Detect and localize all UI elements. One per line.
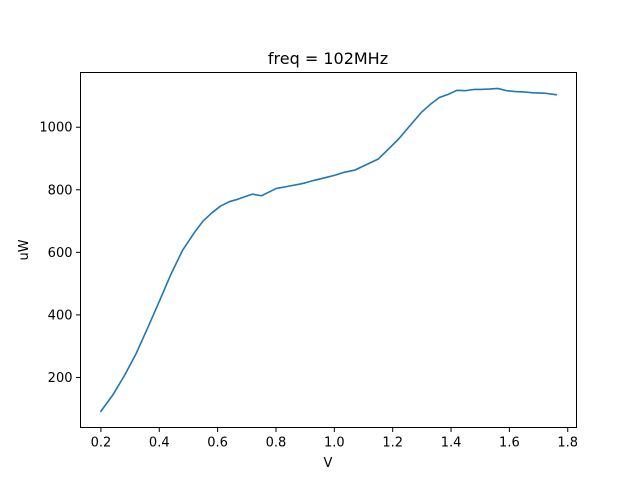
y-tick-label: 600 (48, 246, 73, 261)
x-tick-label: 0.4 (149, 436, 170, 451)
x-tick-label: 0.8 (266, 436, 287, 451)
y-tick-label: 200 (48, 371, 73, 386)
y-axis-label: uW (17, 239, 32, 260)
y-tick-label: 800 (48, 183, 73, 198)
chart-title: freq = 102MHz (268, 49, 388, 68)
x-tick-label: 1.2 (382, 436, 403, 451)
y-tick-label: 400 (48, 308, 73, 323)
x-tick-label: 0.2 (91, 436, 112, 451)
y-tick-label: 1000 (39, 121, 72, 136)
x-tick-label: 1.6 (499, 436, 520, 451)
x-tick-label: 1.0 (324, 436, 345, 451)
x-tick-label: 1.4 (441, 436, 462, 451)
x-axis-label: V (324, 456, 333, 471)
x-tick-label: 1.8 (557, 436, 578, 451)
x-tick-label: 0.6 (207, 436, 228, 451)
